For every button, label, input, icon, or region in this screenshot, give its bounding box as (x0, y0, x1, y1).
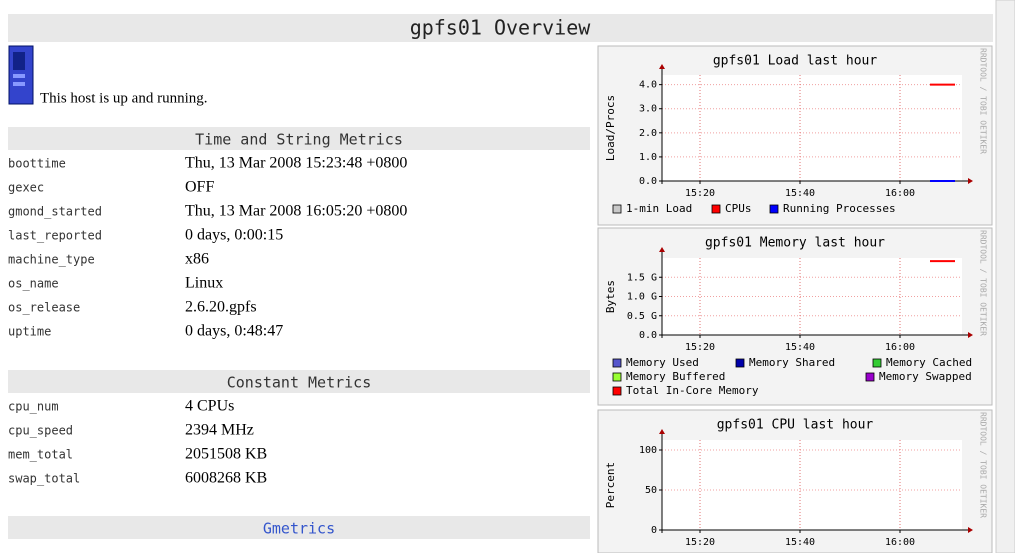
x-tick-label: 15:40 (785, 342, 815, 353)
axis-arrow (659, 247, 665, 252)
metric-name: os_release (8, 301, 80, 315)
metric-value: 6008268 KB (185, 470, 267, 487)
metric-name: last_reported (8, 229, 102, 243)
host-status: This host is up and running. (40, 90, 208, 106)
title-bar (8, 14, 993, 42)
y-axis-label: Bytes (604, 280, 617, 313)
metric-value: OFF (185, 179, 214, 196)
metric-name: gmond_started (8, 205, 102, 219)
legend-swatch (872, 358, 882, 368)
legend-label: Memory Shared (749, 356, 835, 369)
scrollbar[interactable] (995, 0, 1015, 553)
legend-swatch (769, 204, 779, 214)
metric-value: 4 CPUs (185, 398, 234, 415)
section-header (8, 370, 590, 393)
legend-label: 1-min Load (626, 202, 692, 215)
y-tick-label: 4.0 (639, 80, 657, 91)
axis-arrow (968, 527, 973, 533)
page-title: gpfs01 Overview (410, 16, 592, 40)
y-tick-label: 0.0 (639, 330, 657, 341)
legend-swatch (735, 358, 745, 368)
metric-value: 2.6.20.gpfs (185, 299, 257, 316)
axis-arrow (968, 178, 973, 184)
legend-label: Running Processes (783, 202, 896, 215)
y-tick-label: 1.5 G (627, 272, 657, 283)
x-tick-label: 15:20 (685, 342, 715, 353)
section-header (8, 127, 590, 150)
metric-value: 0 days, 0:48:47 (185, 323, 283, 340)
axis-arrow (659, 429, 665, 434)
y-tick-label: 0.0 (639, 176, 657, 187)
metric-value: 2051508 KB (185, 446, 267, 463)
y-tick-label: 0 (651, 525, 657, 536)
legend-label: Memory Swapped (879, 370, 972, 383)
metric-name: uptime (8, 325, 51, 339)
y-tick-label: 50 (645, 485, 657, 496)
y-tick-label: 2.0 (639, 128, 657, 139)
y-tick-label: 0.5 G (627, 311, 657, 322)
x-tick-label: 15:20 (685, 537, 715, 548)
metric-name: machine_type (8, 253, 95, 267)
metric-name: gexec (8, 181, 44, 195)
metric-value: Thu, 13 Mar 2008 15:23:48 +0800 (185, 155, 407, 172)
legend-swatch (612, 386, 622, 396)
metric-value: 0 days, 0:00:15 (185, 227, 283, 244)
x-tick-label: 16:00 (885, 188, 915, 199)
y-tick-label: 3.0 (639, 104, 657, 115)
plot-area (662, 75, 962, 181)
legend-label: Memory Buffered (626, 370, 725, 383)
legend-swatch (711, 204, 721, 214)
graph-watermark: RRDTOOL / TOBI OETIKER (979, 48, 988, 154)
graph-watermark: RRDTOOL / TOBI OETIKER (979, 412, 988, 518)
x-tick-label: 16:00 (885, 537, 915, 548)
metric-name: mem_total (8, 448, 73, 462)
legend-swatch (865, 372, 875, 382)
legend-label: Memory Used (626, 356, 699, 369)
legend-swatch (612, 372, 622, 382)
metric-value: Linux (185, 275, 223, 292)
metric-value: 2394 MHz (185, 422, 254, 439)
legend-label: Total In-Core Memory (626, 384, 759, 397)
legend-swatch (612, 204, 622, 214)
y-tick-label: 100 (639, 445, 657, 456)
graph-watermark: RRDTOOL / TOBI OETIKER (979, 230, 988, 336)
y-tick-label: 1.0 G (627, 292, 657, 303)
y-axis-label: Percent (604, 462, 617, 508)
section-title: Constant Metrics (227, 374, 372, 392)
axis-arrow (968, 332, 973, 338)
legend-label: CPUs (725, 202, 752, 215)
graph-title: gpfs01 Memory last hour (705, 236, 885, 251)
x-tick-label: 16:00 (885, 342, 915, 353)
section-header (8, 516, 590, 539)
graph-title: gpfs01 CPU last hour (717, 418, 874, 433)
graph-title: gpfs01 Load last hour (713, 54, 878, 69)
metric-name: cpu_speed (8, 424, 73, 438)
y-axis-label: Load/Procs (604, 95, 617, 161)
x-tick-label: 15:40 (785, 188, 815, 199)
metric-name: boottime (8, 157, 66, 171)
metric-name: os_name (8, 277, 59, 291)
metric-name: swap_total (8, 472, 80, 486)
section-title[interactable]: Gmetrics (263, 520, 335, 538)
legend-label: Memory Cached (886, 356, 972, 369)
host-icon (8, 45, 34, 105)
x-tick-label: 15:40 (785, 537, 815, 548)
axis-arrow (659, 64, 665, 69)
plot-area (662, 440, 962, 530)
x-tick-label: 15:20 (685, 188, 715, 199)
metric-value: x86 (185, 251, 209, 268)
metric-name: cpu_num (8, 400, 59, 414)
metric-value: Thu, 13 Mar 2008 16:05:20 +0800 (185, 203, 407, 220)
y-tick-label: 1.0 (639, 152, 657, 163)
section-title: Time and String Metrics (195, 131, 403, 149)
legend-swatch (612, 358, 622, 368)
